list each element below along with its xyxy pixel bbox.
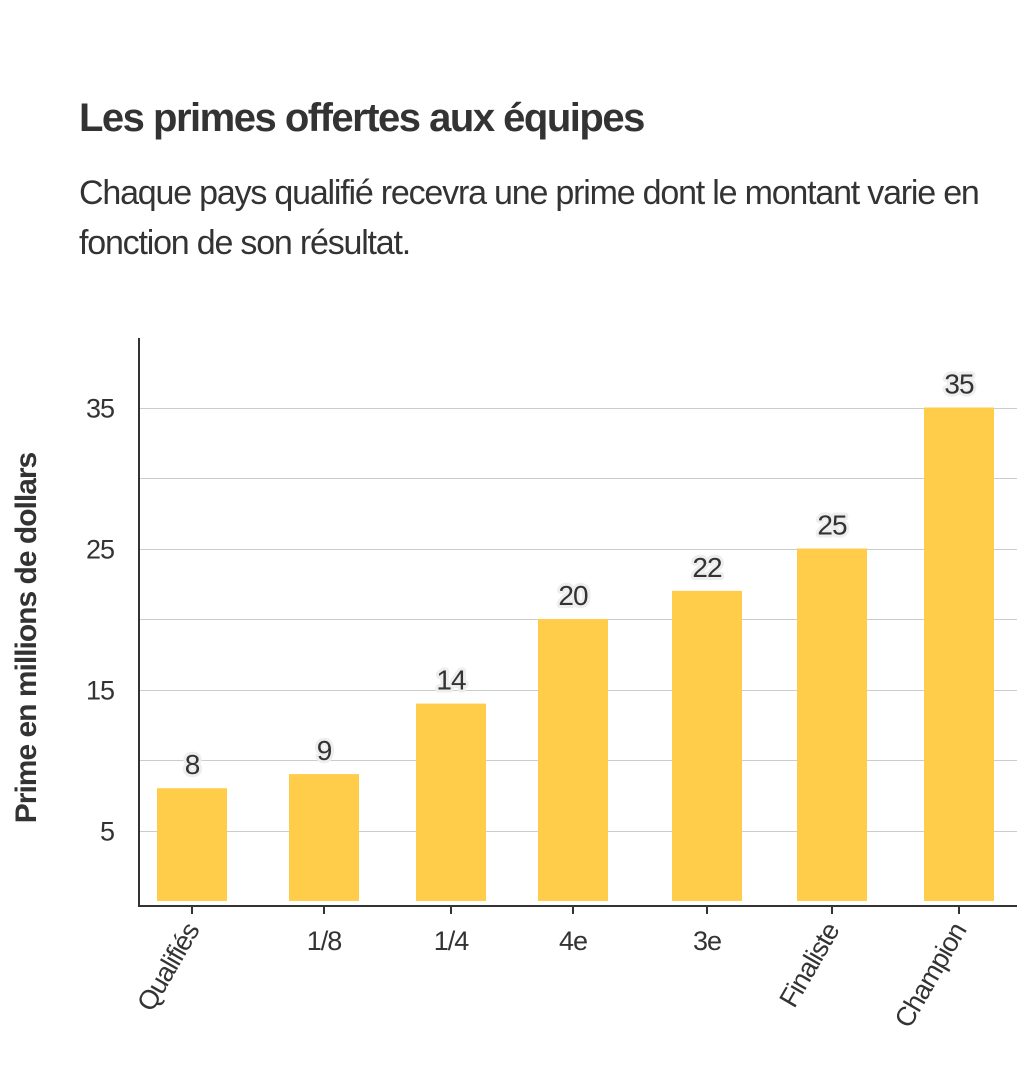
bar bbox=[924, 407, 994, 901]
data-label: 8 bbox=[185, 749, 200, 780]
y-axis-title: Prime en millions de dollars bbox=[10, 452, 43, 823]
x-tick-label: Qualifiés bbox=[131, 918, 205, 1017]
x-tick-label: 4e bbox=[559, 926, 587, 956]
data-label: 9 bbox=[317, 735, 332, 766]
data-label: 14 bbox=[436, 665, 466, 696]
chart-subtitle: Chaque pays qualifié recevra une prime d… bbox=[79, 174, 980, 262]
y-tick-label: 5 bbox=[100, 817, 114, 847]
bar bbox=[538, 619, 608, 901]
y-tick-label: 25 bbox=[86, 535, 114, 565]
data-label: 22 bbox=[692, 552, 722, 583]
y-tick-label: 15 bbox=[86, 676, 114, 706]
x-tick-label: 1/4 bbox=[434, 926, 470, 956]
x-tick-label: 1/8 bbox=[307, 926, 342, 956]
bar bbox=[416, 703, 486, 901]
x-tick-label: Finaliste bbox=[773, 918, 845, 1012]
chart-title: Les primes offertes aux équipes bbox=[79, 96, 645, 140]
x-tick-label: Champion bbox=[889, 918, 973, 1033]
bar bbox=[289, 774, 359, 901]
y-tick-label: 35 bbox=[86, 394, 114, 424]
bar bbox=[797, 548, 867, 901]
bar bbox=[672, 590, 742, 901]
x-tick-label: 3e bbox=[693, 926, 721, 956]
bar bbox=[157, 788, 227, 901]
bars bbox=[157, 407, 994, 901]
data-label: 20 bbox=[558, 580, 588, 611]
data-label: 35 bbox=[944, 369, 974, 400]
data-label: 25 bbox=[817, 510, 847, 541]
labels: 8 9 14 20 22 25 35 bbox=[182, 366, 978, 784]
